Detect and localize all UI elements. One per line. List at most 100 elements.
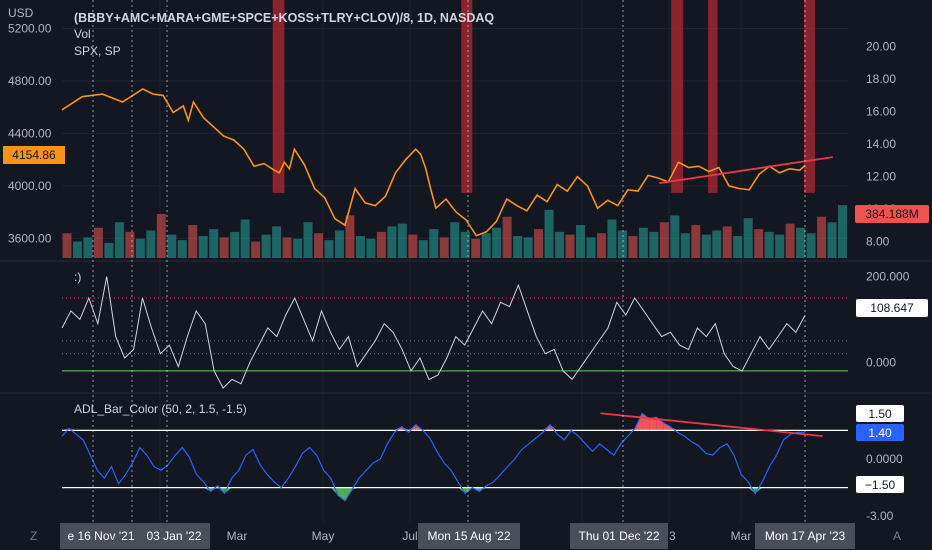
symbol-title[interactable]: (BBBY+AMC+MARA+GME+SPCE+KOSS+TLRY+CLOV)/… (74, 11, 494, 25)
svg-text:−1.50: −1.50 (865, 478, 896, 492)
volume-bar (230, 231, 240, 258)
adl-fill-low (337, 487, 345, 501)
volume-bar (502, 216, 512, 258)
volume-bar (659, 222, 669, 258)
volume-bar (104, 242, 114, 258)
volume-bar (272, 226, 282, 258)
right-axis-tick: 20.00 (866, 39, 896, 53)
time-tick: May (312, 529, 335, 543)
volume-bar (177, 240, 187, 258)
osc-axis-tick: 0.000 (866, 355, 896, 369)
adl-title[interactable]: ADL_Bar_Color (50, 2, 1.5, -1.5) (74, 402, 247, 416)
volume-bar (680, 233, 690, 258)
spx-price-line (61, 87, 806, 237)
time-highlight-label: Thu 01 Dec '22 (578, 529, 659, 543)
volume-bar (481, 233, 491, 258)
volume-bar (62, 233, 72, 258)
highlight-bar (671, 0, 683, 193)
highlight-bar (272, 0, 285, 193)
volume-bar (544, 209, 554, 258)
oscillator-levels (62, 297, 848, 372)
volume-bar (785, 223, 795, 258)
left-axis-tick: 4400.00 (8, 126, 52, 140)
volume-bar (513, 236, 523, 258)
volume-bar (418, 240, 428, 258)
svg-text:4154.86: 4154.86 (12, 148, 56, 162)
adl-axis-tick: -3.00 (866, 509, 894, 523)
spx-last-badge: 4154.86 (3, 146, 65, 164)
volume-bar (670, 215, 680, 258)
volume-bar (355, 236, 365, 258)
volume-bar (555, 231, 565, 258)
volume-bar (324, 240, 334, 258)
main-trend-line (659, 156, 833, 185)
volume-bar (764, 231, 774, 258)
volume-bar (219, 237, 229, 258)
volume-last-badge: 384.188M (855, 205, 929, 223)
volume-bar (817, 216, 827, 258)
left-axis-tick: 4800.00 (8, 74, 52, 88)
oscillator-title[interactable]: :) (74, 270, 81, 284)
volume-bar (775, 234, 785, 258)
volume-bar (827, 222, 837, 258)
volume-bar (691, 225, 701, 258)
volume-bar (303, 222, 313, 258)
time-tick: Mar (731, 529, 752, 543)
left-axis-tick: 3600.00 (8, 231, 52, 245)
volume-bar (534, 229, 544, 258)
vertical-marker-lines (92, 0, 806, 522)
right-axis-tick: 16.00 (866, 105, 896, 119)
time-highlight-bg (755, 523, 855, 549)
time-highlight-bg (418, 523, 520, 549)
time-tick: 3 (669, 529, 676, 543)
adl-fill-low (210, 487, 218, 492)
left-price-axis[interactable]: 3600.00 4000.00 4400.00 4800.00 5200.00 (8, 22, 52, 246)
compare-legend[interactable]: SPX, SP (74, 44, 121, 58)
volume-bar (167, 234, 177, 258)
highlight-bar (803, 0, 815, 193)
adl-axis[interactable]: 0.0000 -3.00 (866, 452, 903, 523)
adl-last-badge: 1.40 (856, 424, 904, 441)
right-axis-tick: 12.00 (866, 170, 896, 184)
adl-fill-low (748, 487, 756, 494)
volume-legend[interactable]: Vol (74, 27, 91, 41)
volume-bar (366, 238, 376, 258)
volume-bars (62, 205, 847, 258)
volume-bar (387, 226, 397, 258)
volume-bar (240, 219, 250, 258)
volume-bar (754, 229, 764, 258)
volume-bar (83, 237, 93, 258)
volume-bar (806, 233, 816, 258)
adl-fill-low (755, 487, 763, 494)
adl-fill-high (656, 417, 664, 431)
volume-bar (376, 231, 386, 258)
currency-label: USD (8, 6, 34, 20)
volume-bar (408, 234, 418, 258)
volume-bar (712, 230, 722, 258)
volume-bar (314, 233, 323, 258)
right-axis-tick: 14.00 (866, 137, 896, 151)
time-tick: Jul (402, 529, 417, 543)
volume-bar (701, 234, 711, 258)
oscillator-axis[interactable]: 0.000 200.000 (866, 270, 910, 370)
volume-bar (345, 215, 355, 258)
adl-fill-high (663, 422, 671, 431)
highlight-bar (461, 0, 473, 193)
svg-text:1.50: 1.50 (868, 407, 892, 421)
volume-bar (576, 225, 585, 258)
time-axis[interactable]: Mar May Jul Mar 3 e 16 Nov '21 03 Jan '22 Mon 1… (0, 522, 932, 550)
volume-bar (722, 226, 732, 258)
volume-bar (261, 234, 271, 258)
time-highlight-bg (60, 523, 142, 549)
time-tick: Mar (227, 529, 248, 543)
auto-scale-icon[interactable]: A (893, 529, 901, 543)
volume-bar (565, 234, 575, 258)
volume-bar (617, 230, 627, 258)
time-highlight-label: Mon 17 Apr '23 (765, 529, 846, 543)
volume-bar (146, 230, 156, 258)
volume-bar (198, 236, 208, 258)
zoom-icon[interactable]: Z (30, 529, 37, 543)
right-axis-tick: 18.00 (866, 72, 896, 86)
volume-bar (596, 233, 606, 258)
